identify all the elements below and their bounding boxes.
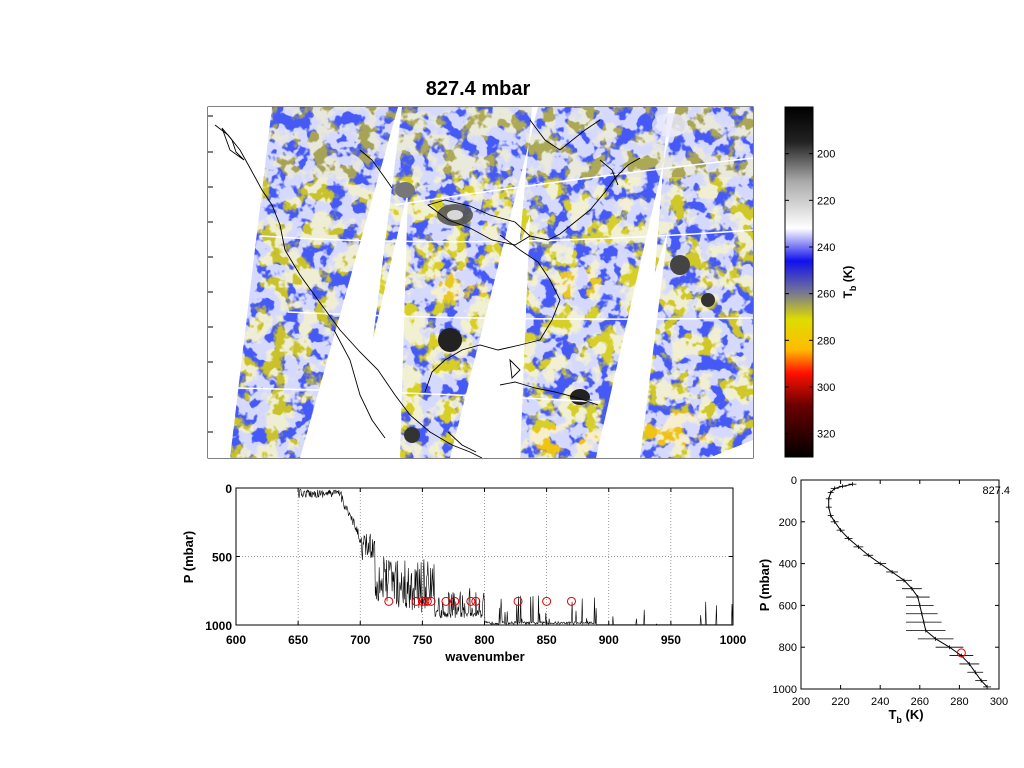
selected-channel-marker [422,596,432,606]
colorbar-tick-label: 280 [817,335,835,347]
colorbar-tick-label: 200 [817,149,835,161]
wavenumber-panel: 600 650 700 750 800 850 900 950 1000 0 500 1000 wa… [181,482,747,664]
y-tick-label: 1000 [205,619,232,633]
profile-level-marker [956,648,966,658]
x-tick-label: 650 [288,633,308,647]
profile-x-tick-label: 260 [911,696,929,708]
x-tick-label: 800 [474,633,494,647]
colorbar-label-sub: b [848,285,858,291]
profile-ticks: 200 220 240 260 280 300 0 200 400 600 800 1000 [773,475,1009,708]
map-panel [207,106,754,459]
colorbar-tick-label: 220 [817,195,835,207]
selected-channel-marker [411,596,421,606]
profile-y-tick-label: 400 [779,559,797,571]
profile-panel: 200 220 240 260 280 300 0 200 400 600 800 1000 827.… [757,475,1010,725]
map-image [208,107,753,458]
profile-x-tick-label: 240 [871,696,889,708]
selected-channel-marker [450,596,460,606]
coastlines [214,119,641,458]
selected-channel-marker [417,596,427,606]
profile-y-tick-label: 200 [779,517,797,529]
y-tick-label: 0 [225,482,232,496]
scan-arcs [237,157,753,403]
wavenumber-ylabel: P (mbar) [181,531,196,584]
colorbar-ticks: 200 220 240 260 280 300 320 [785,149,835,441]
colorbar-tick-label: 320 [817,429,835,441]
profile-ylabel: P (mbar) [757,559,772,612]
map-ticks [208,115,213,433]
x-tick-label: 950 [661,633,681,647]
profile-y-tick-label: 600 [779,600,797,612]
selected-channel-marker [426,596,436,606]
profile-y-tick-label: 1000 [773,684,797,696]
profile-line [828,483,988,688]
selected-channel-marker [566,596,576,606]
profile-xlabel-sub: b [896,715,902,725]
wavenumber-xlabel: wavenumber [444,649,524,664]
convective-cores [395,113,715,443]
profile-y-tick-label: 0 [791,475,797,487]
profile-x-tick-label: 220 [831,696,849,708]
colorbar-tick-label: 240 [817,242,835,254]
colorbar-label-unit: (K) [841,266,855,286]
selected-channel-marker [441,596,451,606]
x-tick-label: 600 [226,633,246,647]
profile-annotation: 827.4 [982,485,1010,497]
profile-x-tick-label: 200 [792,696,810,708]
profile-y-tick-label: 800 [779,642,797,654]
y-tick-label: 500 [212,551,232,565]
profile-frame [800,479,1000,690]
colorbar-label: Tb (K) [841,266,858,299]
wavenumber-x-ticks: 600 650 700 750 800 850 900 950 1000 [226,488,747,647]
colorbar-label-main: T [841,290,855,298]
profile-x-tick-label: 280 [950,696,968,708]
profile-xlabel-main: T [888,707,896,722]
selected-channel-marker [466,596,476,606]
x-tick-label: 700 [350,633,370,647]
profile-xlabel: Tb (K) [888,707,923,725]
selected-channel-marker [384,596,394,606]
colorbar-tick-label: 300 [817,382,835,394]
wavenumber-y-ticks: 0 500 1000 [205,482,733,633]
selected-channel-marker [420,596,430,606]
colorbar-bar [784,106,814,458]
figure-title: 827.4 mbar [426,78,531,100]
x-tick-label: 850 [537,633,557,647]
x-tick-label: 1000 [720,633,747,647]
profile-x-tick-label: 300 [990,696,1008,708]
x-tick-label: 750 [412,633,432,647]
colorbar-tick-label: 260 [817,289,835,301]
profile-xlabel-unit: (K) [902,707,924,722]
colorbar: 200 220 240 260 280 300 320 Tb (K) [784,106,858,458]
wavenumber-markers [384,596,576,606]
x-tick-label: 900 [599,633,619,647]
selected-channel-marker [471,596,481,606]
selected-channel-marker [542,596,552,606]
selected-channel-marker [513,596,523,606]
